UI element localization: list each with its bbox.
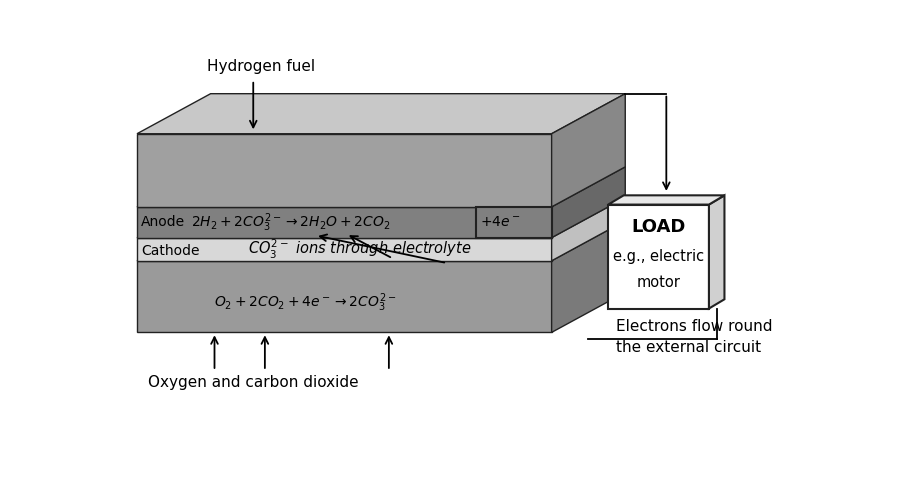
Polygon shape — [551, 93, 625, 207]
Polygon shape — [551, 221, 625, 333]
Polygon shape — [608, 195, 724, 205]
Text: Electrons flow round
the external circuit: Electrons flow round the external circui… — [616, 318, 773, 355]
Text: motor: motor — [637, 275, 681, 290]
Polygon shape — [137, 167, 625, 207]
Text: Oxygen and carbon dioxide: Oxygen and carbon dioxide — [148, 375, 359, 390]
Polygon shape — [137, 198, 625, 238]
Text: LOAD: LOAD — [632, 218, 686, 237]
Polygon shape — [137, 221, 625, 261]
Polygon shape — [477, 207, 551, 238]
Polygon shape — [137, 238, 551, 261]
Text: e.g., electric: e.g., electric — [613, 249, 704, 264]
Polygon shape — [137, 207, 551, 238]
Text: Anode: Anode — [141, 215, 185, 229]
Polygon shape — [137, 93, 625, 134]
Text: $O_2 + 2CO_2 + 4e^- \rightarrow 2CO_3^{2-}$: $O_2 + 2CO_2 + 4e^- \rightarrow 2CO_3^{2… — [215, 291, 397, 314]
Text: $2H_2 + 2CO_3^{2-} \rightarrow 2H_2O + 2CO_2$: $2H_2 + 2CO_3^{2-} \rightarrow 2H_2O + 2… — [191, 211, 390, 234]
Text: Hydrogen fuel: Hydrogen fuel — [207, 60, 315, 74]
Polygon shape — [551, 198, 625, 261]
Polygon shape — [551, 167, 625, 238]
Polygon shape — [709, 195, 724, 308]
Polygon shape — [608, 205, 709, 308]
Polygon shape — [137, 134, 551, 207]
Polygon shape — [137, 261, 551, 333]
Text: Cathode: Cathode — [141, 245, 199, 258]
Text: $CO_3^{2-}$ ions through electrolyte: $CO_3^{2-}$ ions through electrolyte — [248, 238, 471, 261]
Text: $+ 4e^-$: $+ 4e^-$ — [480, 215, 521, 229]
